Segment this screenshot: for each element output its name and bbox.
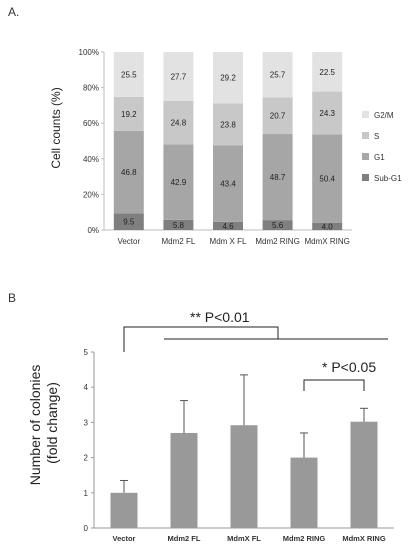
chart-a-data-label: 27.7 (171, 72, 187, 81)
chart-a-ytick-label: 100% (79, 48, 99, 57)
panel-label-b: B (8, 291, 16, 305)
chart-a-legend-swatch (362, 111, 369, 118)
chart-a-bar-segment (213, 145, 243, 222)
chart-a-bar-segment (312, 52, 343, 92)
chart-a-bar-segment (312, 134, 343, 223)
chart-a-bar-segment (113, 213, 144, 230)
chart-a-data-label: 5.6 (272, 221, 284, 230)
chart-a-legend-swatch (362, 132, 369, 139)
chart-b-bar (350, 421, 378, 528)
chart-a-ytick-label: 40% (83, 155, 99, 164)
chart-a-bar-segment (113, 130, 144, 214)
chart-a-legend-label: G1 (374, 153, 385, 162)
chart-b-bar (110, 492, 138, 528)
chart-a-data-label: 24.3 (319, 109, 335, 118)
chart-a-category-label: Vector (117, 237, 140, 246)
chart-a-ylabel: Cell counts (%) (49, 87, 63, 168)
chart-a-bar-segment (312, 91, 343, 135)
chart-a-bar-segment (163, 100, 194, 145)
chart-b-bar (230, 425, 258, 528)
chart-b-category-label: Mdm2 FL (168, 534, 201, 543)
chart-a-legend-swatch (362, 153, 369, 160)
chart-a-bar-segment (213, 52, 243, 104)
chart-a-data-label: 23.8 (220, 120, 236, 129)
chart-a-bar-segment (262, 134, 293, 221)
chart-a-bar-segment (113, 52, 144, 97)
chart-a-bar-segment (262, 97, 293, 135)
chart-b-bar (290, 457, 318, 528)
chart-a-ytick-label: 20% (83, 190, 99, 199)
chart-a-bar-segment (113, 96, 144, 131)
chart-a-category-label: MdmX RING (305, 237, 350, 246)
chart-a-legend-swatch (362, 174, 369, 181)
chart-a-bar-segment (312, 222, 343, 230)
chart-b-significance-label: ** P<0.01 (190, 309, 250, 325)
chart-a-data-label: 29.2 (220, 74, 236, 83)
chart-a-data-label: 25.7 (270, 71, 286, 80)
chart-a-stacked-bar: 0% 20% 40% 60% 80% 100% 9.5 46.8 19.2 25.5 Vector 5… (79, 48, 403, 246)
chart-b-ytick-label: 2 (84, 454, 89, 463)
chart-a-bar-segment (213, 221, 243, 230)
chart-a-data-label: 25.5 (121, 70, 137, 79)
chart-a-category-label: Mdm2 FL (162, 237, 196, 246)
chart-a-data-label: 22.5 (319, 68, 335, 77)
chart-a-data-label: 43.4 (220, 180, 236, 189)
chart-a-category-label: Mdm X FL (210, 237, 247, 246)
chart-a-data-label: 50.4 (319, 175, 335, 184)
chart-a-data-label: 5.8 (173, 221, 185, 230)
chart-b-category-label: MdmX FL (227, 534, 261, 543)
chart-a-legend-label: G2/M (374, 111, 394, 120)
chart-a-bar-segment (262, 220, 293, 230)
chart-b-category-label: Mdm2 RING (283, 534, 326, 543)
chart-b-significance-bracket (123, 326, 279, 352)
chart-a-data-label: 24.8 (171, 119, 187, 128)
chart-b-bar: 0 1 2 3 4 5 Vector Mdm2 FL MdmX FL Mdm2 RING MdmX … (84, 309, 394, 543)
chart-a-bar-segment (163, 144, 194, 220)
chart-a-data-label: 20.7 (270, 112, 286, 121)
chart-a-ytick-label: 80% (83, 84, 99, 93)
chart-b-bar (170, 432, 198, 528)
chart-a-bar-segment (163, 219, 194, 230)
chart-b-ytick-label: 5 (84, 348, 89, 357)
chart-b-ytick-label: 4 (84, 383, 89, 392)
chart-a-data-label: 42.9 (171, 178, 187, 187)
chart-a-bar-segment (213, 103, 243, 146)
chart-b-ytick-label: 0 (84, 524, 89, 533)
chart-b-ylabel-line2: (fold change) (44, 382, 60, 464)
chart-a-data-label: 46.8 (121, 168, 137, 177)
chart-b-category-label: Vector (113, 534, 136, 543)
chart-a-data-label: 19.2 (121, 110, 137, 119)
chart-a-ytick-label: 60% (83, 119, 99, 128)
chart-a-data-label: 4.6 (222, 222, 234, 231)
chart-a-data-label: 9.5 (123, 218, 135, 227)
chart-a-bar-segment (163, 52, 194, 101)
chart-b-significance-label: * P<0.05 (322, 359, 376, 375)
chart-a-category-label: Mdm2 RING (255, 237, 299, 246)
chart-b-significance-bracket (303, 379, 365, 391)
panel-label-a: A. (8, 5, 19, 19)
chart-b-ylabel-line1: Number of colonies (27, 365, 43, 486)
chart-a-legend-label: S (374, 132, 379, 141)
chart-a-ytick-label: 0% (87, 226, 99, 235)
chart-b-category-label: MdmX RING (342, 534, 386, 543)
chart-a-bar-segment (262, 52, 293, 98)
chart-b-ytick-label: 1 (84, 489, 89, 498)
chart-b-ytick-label: 3 (84, 418, 89, 427)
chart-a-data-label: 4.0 (322, 222, 334, 231)
chart-b-ylabel: Number of colonies (fold change) (27, 361, 60, 486)
chart-a-data-label: 48.7 (270, 173, 286, 182)
chart-a-legend-label: Sub-G1 (374, 174, 402, 183)
